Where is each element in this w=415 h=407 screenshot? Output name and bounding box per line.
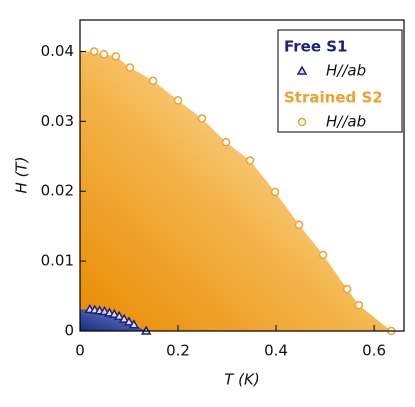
x-tick-label: 0: [75, 342, 85, 360]
y-tick-label: 0: [64, 322, 74, 340]
phase-region: [80, 51, 392, 332]
plot-frame: [79, 19, 405, 332]
circle-marker: [148, 76, 158, 86]
circle-marker: [342, 284, 352, 294]
legend-label: H//ab: [326, 62, 366, 80]
circle-marker: [89, 47, 99, 56]
circle-marker: [270, 187, 280, 197]
legend-group: Strained S2: [284, 89, 383, 107]
circle-marker: [221, 138, 231, 147]
legend-box: [277, 29, 403, 133]
circle-marker: [245, 156, 255, 165]
triangle-marker: [113, 310, 125, 321]
x-tick-label: 0.4: [264, 342, 288, 360]
x-axis-label: T (K): [224, 371, 259, 389]
y-tick-label: 0.01: [41, 252, 74, 270]
circle-marker: [99, 49, 109, 59]
x-tick-label: 0.2: [166, 342, 190, 360]
x-tick-label: 0.6: [362, 342, 386, 360]
y-tick-label: 0.02: [41, 182, 74, 200]
circle-marker: [318, 250, 328, 260]
triangle-marker: [128, 319, 140, 329]
circle-marker: [297, 117, 307, 127]
triangle-marker: [296, 65, 308, 75]
y-tick-label: 0.03: [41, 112, 74, 130]
y-axis-label: H (T): [13, 157, 31, 194]
triangle-marker: [109, 308, 120, 318]
triangle-marker: [118, 313, 130, 323]
legend-group: Free S1: [284, 38, 348, 56]
legend-label: H//ab: [326, 113, 366, 131]
circle-marker: [173, 96, 183, 105]
circle-marker: [125, 63, 135, 72]
circle-marker: [197, 114, 207, 123]
circle-marker: [111, 52, 121, 61]
triangle-marker: [123, 316, 135, 326]
circle-marker: [294, 220, 304, 230]
circle-marker: [354, 300, 364, 310]
y-tick-label: 0.04: [41, 42, 74, 60]
